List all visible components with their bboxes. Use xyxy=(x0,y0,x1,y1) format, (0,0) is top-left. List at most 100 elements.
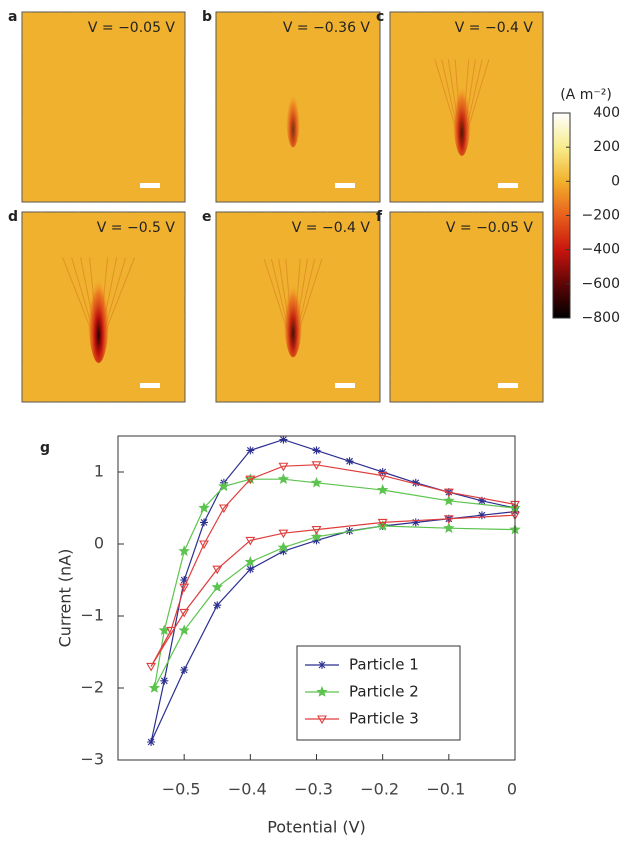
colorbar: (A m⁻²) 400 200 0 −200 −400 −600 −800 xyxy=(552,87,620,326)
data-point xyxy=(200,518,209,527)
image-panels: a V = −0.05 V b V = −0.36 V c V = −0.4 V d V = … xyxy=(8,9,544,403)
data-point xyxy=(443,522,455,533)
data-point xyxy=(218,504,229,514)
data-point xyxy=(165,626,176,636)
data-point xyxy=(312,536,321,545)
voltage-label: V = −0.05 V xyxy=(446,220,534,236)
scale-bar xyxy=(335,183,355,188)
voltage-label: V = −0.36 V xyxy=(283,20,371,36)
data-point xyxy=(178,624,190,636)
image-panel: a V = −0.05 V xyxy=(8,9,186,203)
x-tick-label: 0 xyxy=(507,780,517,799)
data-point xyxy=(477,511,486,520)
plume xyxy=(452,62,472,156)
voltage-label: V = −0.05 V xyxy=(88,20,176,36)
data-point xyxy=(245,475,256,485)
data-point xyxy=(443,515,454,524)
series-line xyxy=(150,464,516,667)
voltage-label: V = −0.5 V xyxy=(97,220,176,236)
data-point xyxy=(278,529,289,539)
y-tick-label: −3 xyxy=(80,750,104,769)
data-point xyxy=(411,478,420,487)
image-panel: c V = −0.4 V xyxy=(376,9,544,203)
data-point xyxy=(311,526,322,535)
data-point xyxy=(246,565,255,574)
series xyxy=(146,461,520,672)
data-point xyxy=(218,480,230,492)
data-point xyxy=(278,462,289,472)
scale-bar xyxy=(335,383,355,388)
voltage-label: V = −0.4 V xyxy=(292,220,371,236)
data-point xyxy=(377,472,388,481)
data-point xyxy=(160,676,169,685)
data-point xyxy=(378,468,387,476)
panel-letter: g xyxy=(40,440,50,456)
voltage-label: V = −0.4 V xyxy=(455,20,534,36)
panel-noise xyxy=(390,212,543,402)
scale-bar xyxy=(498,183,518,188)
x-axis-label: Potential (V) xyxy=(267,818,366,837)
y-tick-label: 1 xyxy=(94,462,104,481)
data-point xyxy=(244,556,257,567)
data-point xyxy=(277,473,290,484)
data-point xyxy=(212,565,223,575)
legend-label: Particle 1 xyxy=(349,656,419,674)
data-point xyxy=(312,446,321,455)
panel-letter: e xyxy=(202,209,212,225)
scale-bar xyxy=(498,383,518,388)
y-axis-label: Current (nA) xyxy=(56,549,75,648)
data-point xyxy=(245,536,256,546)
data-point xyxy=(310,530,323,542)
data-point xyxy=(376,484,389,495)
data-point xyxy=(345,457,354,466)
colorbar-tick-label: 200 xyxy=(593,139,620,155)
data-point xyxy=(211,581,223,592)
panel-letter: b xyxy=(202,9,212,25)
colorbar-tick-label: −200 xyxy=(582,208,620,224)
data-point xyxy=(148,682,161,693)
panel-letter: a xyxy=(8,9,17,25)
data-point xyxy=(316,686,328,697)
image-panel: e V = −0.4 V xyxy=(202,209,381,403)
colorbar-tick-label: 400 xyxy=(593,105,620,121)
data-point xyxy=(213,601,222,610)
data-point xyxy=(199,540,209,550)
panel-letter: d xyxy=(8,209,18,225)
data-point xyxy=(443,494,455,506)
data-point xyxy=(246,446,255,455)
plume xyxy=(285,77,301,148)
x-tick-label: −0.5 xyxy=(162,780,201,799)
legend-label: Particle 3 xyxy=(349,710,419,728)
colorbar-unit: (A m⁻²) xyxy=(560,87,612,103)
data-point xyxy=(477,496,486,505)
data-point xyxy=(317,715,327,725)
plume xyxy=(87,251,110,363)
y-tick-label: −2 xyxy=(80,678,104,697)
cv-chart: g −0.5 −0.4 −0.3 −0.2 −0.1 0 −3 −2 −1 0 1 Potential … xyxy=(40,435,521,837)
image-panel: d V = −0.5 V xyxy=(8,209,186,403)
colorbar-tick-label: −600 xyxy=(582,276,620,292)
data-point xyxy=(178,545,190,556)
data-point xyxy=(179,608,190,618)
colorbar-tick-label: −800 xyxy=(582,310,620,326)
data-point xyxy=(318,661,326,669)
legend: Particle 1 Particle 2 Particle 3 xyxy=(296,645,461,741)
panel-letter: c xyxy=(376,9,384,25)
data-point xyxy=(443,488,454,498)
colorbar-tick-label: −400 xyxy=(582,242,620,258)
data-point xyxy=(279,435,288,444)
x-tick-label: −0.4 xyxy=(228,780,267,799)
data-point xyxy=(411,518,420,527)
x-tick-label: −0.2 xyxy=(360,780,399,799)
data-point xyxy=(179,583,190,593)
x-tick-label: −0.3 xyxy=(294,780,333,799)
data-point xyxy=(311,461,322,470)
y-tick-label: 0 xyxy=(94,534,104,553)
data-point xyxy=(198,502,210,513)
data-point xyxy=(277,541,290,553)
data-point xyxy=(146,662,157,672)
data-point xyxy=(147,738,156,746)
data-point xyxy=(180,666,189,674)
panel-noise xyxy=(22,12,185,202)
